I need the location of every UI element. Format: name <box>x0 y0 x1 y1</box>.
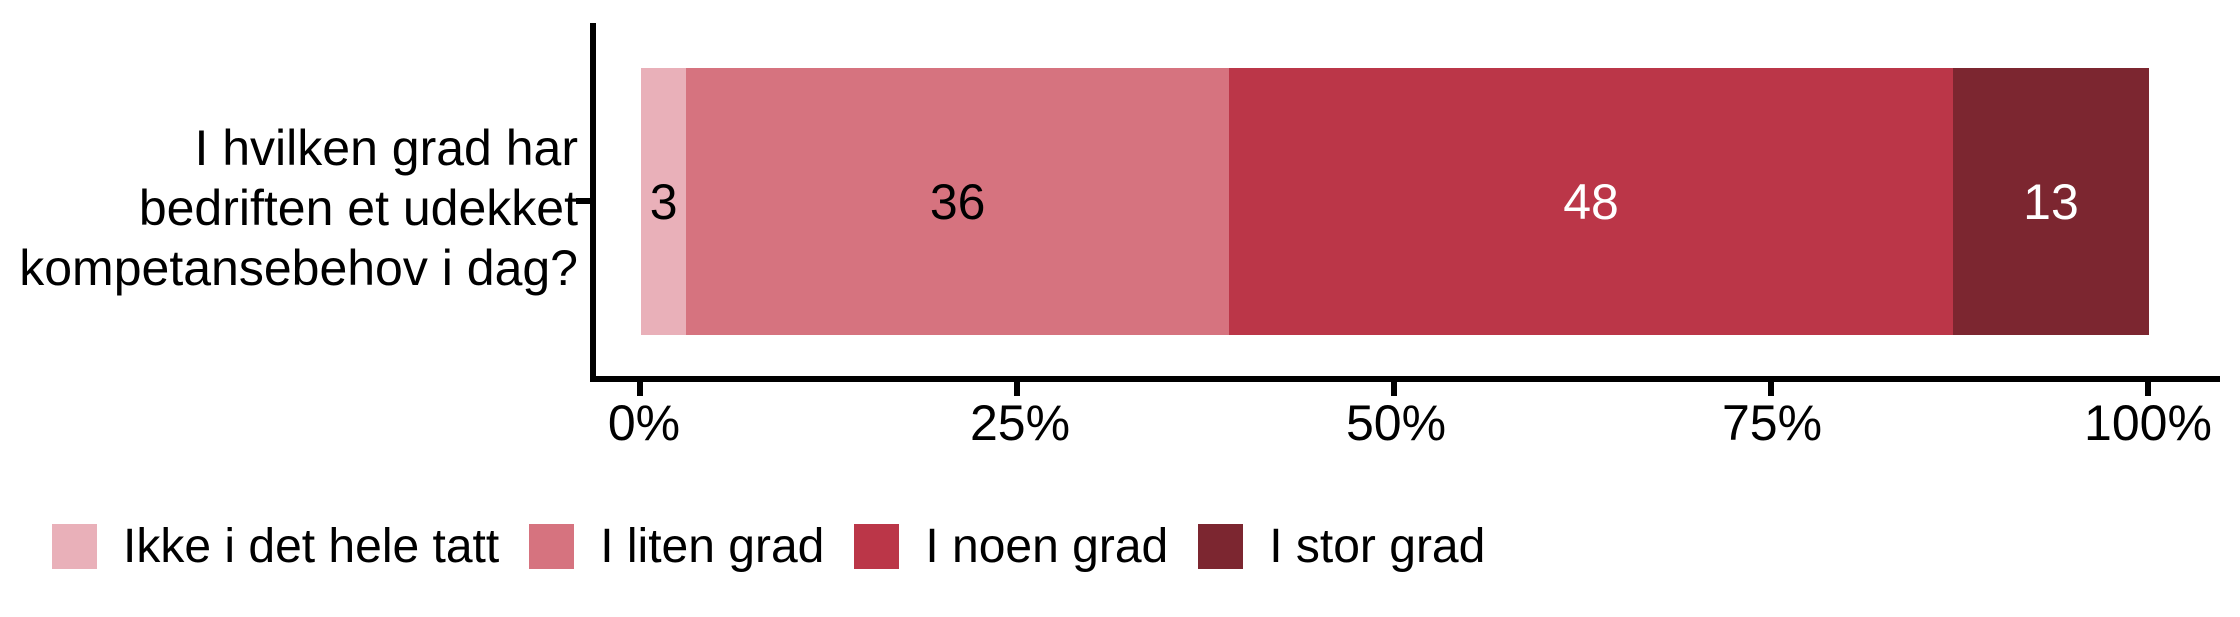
x-axis-tick-25 <box>1014 382 1020 396</box>
legend-item-i-noen-grad: I noen grad <box>854 519 1168 574</box>
x-tick-label-75: 75% <box>1721 395 1823 451</box>
y-axis-label-line-3: kompetansebehov i dag? <box>19 240 578 296</box>
x-axis-tick-50 <box>1391 382 1397 396</box>
y-axis-line <box>590 23 596 382</box>
x-tick-label-100: 100% <box>2084 395 2212 451</box>
bar-segment-ikke-i-det-hele-tatt: 3 <box>641 68 687 335</box>
bar-value-label: 36 <box>929 173 986 230</box>
bar-value-label: 3 <box>649 173 678 230</box>
legend-label: I stor grad <box>1269 520 1486 573</box>
x-tick-label-0: 0% <box>607 395 681 451</box>
bar-value-label: 48 <box>1563 173 1619 230</box>
legend-item-i-stor-grad: I stor grad <box>1198 519 1485 574</box>
legend-swatch-icon <box>1198 524 1244 569</box>
legend-item-ikke-i-det-hele-tatt: Ikke i det hele tatt <box>52 519 499 574</box>
x-axis-tick-100 <box>2145 382 2151 396</box>
bar-segment-i-liten-grad: 36 <box>686 68 1230 335</box>
x-axis-line <box>590 376 2220 382</box>
x-tick-label-25: 25% <box>969 395 1071 451</box>
y-axis-tick <box>576 198 590 204</box>
x-axis-tick-75 <box>1768 382 1774 396</box>
x-axis-tick-0 <box>637 382 643 396</box>
bar-value-label: 13 <box>2023 173 2079 230</box>
stacked-bar: 3 36 48 13 <box>641 68 2149 335</box>
x-tick-label-50: 50% <box>1345 395 1447 451</box>
bar-segment-i-noen-grad: 48 <box>1229 68 1953 335</box>
y-axis-label-line-2: bedriften et udekket <box>138 180 578 236</box>
bar-segment-i-stor-grad: 13 <box>1952 68 2149 335</box>
legend-item-i-liten-grad: I liten grad <box>529 519 824 574</box>
legend-label: I liten grad <box>600 520 825 573</box>
legend-swatch-icon <box>52 524 97 569</box>
legend: Ikke i det hele tatt I liten grad I noen… <box>52 519 1485 574</box>
legend-label: I noen grad <box>925 520 1169 573</box>
legend-swatch-icon <box>854 524 900 569</box>
legend-label: Ikke i det hele tatt <box>123 520 500 573</box>
legend-swatch-icon <box>529 524 575 569</box>
y-axis-label: I hvilken grad har bedriften et udekket … <box>19 118 578 298</box>
y-axis-label-line-1: I hvilken grad har <box>194 120 578 176</box>
